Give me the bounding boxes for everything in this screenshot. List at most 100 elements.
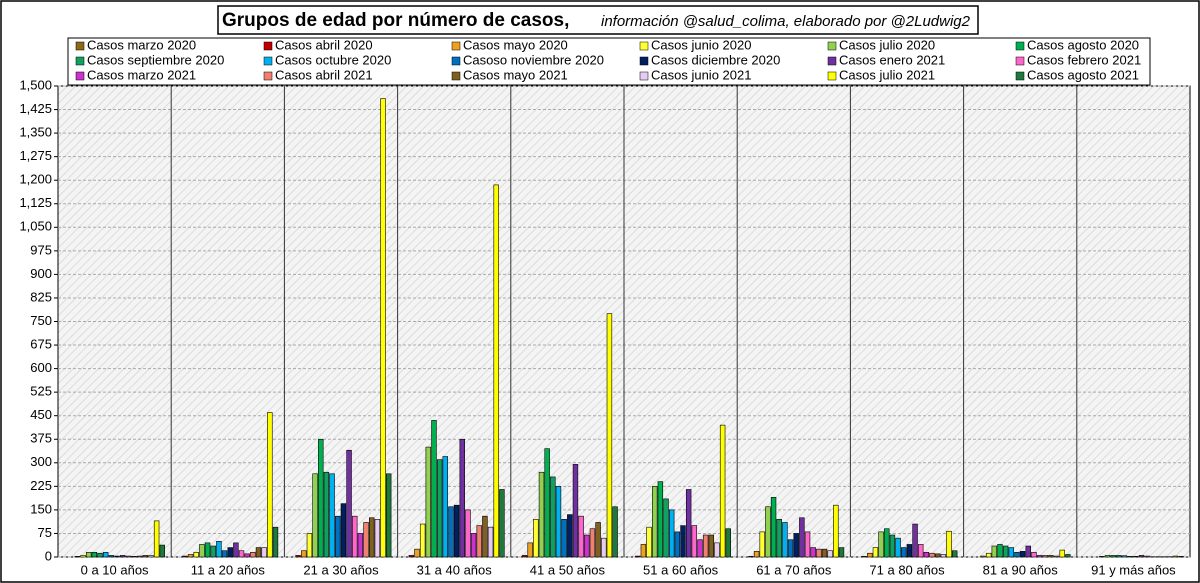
bar	[204, 542, 211, 558]
bar	[1014, 551, 1020, 558]
bar	[238, 550, 245, 558]
bar	[714, 542, 720, 558]
bar	[340, 503, 347, 558]
bar	[940, 554, 947, 558]
legend-swatch	[263, 41, 273, 51]
bar	[352, 515, 358, 558]
bar	[578, 515, 584, 558]
bar	[770, 497, 777, 558]
bar	[221, 550, 228, 558]
y-tick-label: 525	[30, 384, 52, 399]
bar	[527, 542, 533, 558]
bar	[612, 506, 618, 558]
legend-label: Casos abril 2020	[275, 37, 373, 52]
bar	[878, 531, 884, 558]
x-tick-label: 0 a 10 años	[81, 562, 149, 577]
y-tick-label: 375	[30, 431, 52, 446]
bar	[357, 533, 364, 558]
bar	[533, 519, 539, 558]
bar	[125, 555, 132, 558]
bar	[561, 519, 567, 558]
bar	[459, 438, 465, 558]
bar	[901, 547, 907, 558]
bar	[408, 555, 415, 558]
chart-title: Grupos de edad por número de casos,	[222, 10, 569, 31]
bar	[838, 547, 845, 558]
y-tick-label: 600	[30, 360, 52, 375]
bar	[414, 548, 420, 558]
bar	[929, 552, 935, 558]
bar	[148, 555, 154, 558]
bar	[227, 547, 233, 558]
legend-swatch	[451, 71, 461, 81]
bar	[216, 540, 222, 558]
title-box	[217, 5, 979, 35]
bar	[555, 486, 562, 558]
bar	[318, 438, 324, 558]
bar	[1178, 556, 1184, 558]
bar	[782, 522, 788, 558]
bar	[97, 552, 103, 558]
legend-swatch	[263, 71, 273, 81]
bar	[584, 534, 590, 558]
bar	[1127, 556, 1133, 558]
bar	[991, 545, 998, 558]
bar	[640, 544, 647, 558]
bar	[233, 542, 239, 558]
legend-swatch	[451, 41, 461, 51]
bar	[589, 528, 596, 558]
bar	[425, 446, 432, 558]
bar	[380, 98, 386, 558]
bar	[827, 550, 833, 558]
y-tick-label: 1,050	[19, 219, 52, 234]
bar	[997, 544, 1003, 558]
legend	[67, 37, 1151, 86]
y-tick-label: 75	[38, 525, 52, 540]
y-tick-label: 450	[30, 407, 52, 422]
legend-label: Casos agosto 2020	[1027, 37, 1139, 52]
y-tick-label: 225	[30, 478, 52, 493]
y-tick-label: 1,350	[19, 125, 52, 140]
legend-swatch	[75, 56, 85, 66]
bar	[1144, 555, 1150, 558]
bar	[487, 526, 494, 558]
bar	[142, 555, 149, 558]
x-tick-label: 71 a 80 años	[869, 562, 945, 577]
bar	[697, 539, 703, 558]
legend-swatch	[263, 56, 273, 66]
x-tick-label: 21 a 30 años	[303, 562, 379, 577]
bar	[312, 473, 318, 558]
bar	[1008, 547, 1014, 558]
legend-label: Casos julio 2020	[839, 37, 935, 52]
bar	[810, 547, 816, 558]
legend-label: Casos diciembre 2020	[651, 52, 780, 67]
bar	[482, 515, 488, 558]
bar	[210, 545, 216, 558]
x-tick-label: 11 a 20 años	[191, 562, 266, 577]
bar	[1002, 545, 1009, 558]
bar	[295, 555, 301, 558]
y-tick-label: 825	[30, 289, 52, 304]
legend-label: Casos mayo 2021	[463, 67, 568, 82]
bar	[1053, 555, 1060, 558]
y-tick-label: 975	[30, 242, 52, 257]
bar	[193, 551, 199, 558]
x-tick-label: 91 y más años	[1091, 562, 1176, 577]
bar	[776, 519, 782, 558]
bar	[114, 555, 120, 558]
legend-swatch	[639, 56, 649, 66]
bar	[419, 523, 426, 558]
bar	[538, 471, 545, 558]
bar	[306, 533, 313, 558]
bar	[91, 551, 98, 558]
bar	[646, 526, 652, 558]
bar	[906, 544, 913, 558]
bar	[572, 464, 579, 558]
bar	[182, 555, 188, 558]
bar	[793, 533, 799, 558]
bar	[804, 531, 811, 558]
bar	[923, 551, 930, 558]
y-tick-label: 0	[45, 548, 52, 563]
legend-swatch	[75, 41, 85, 51]
bar	[725, 528, 731, 558]
